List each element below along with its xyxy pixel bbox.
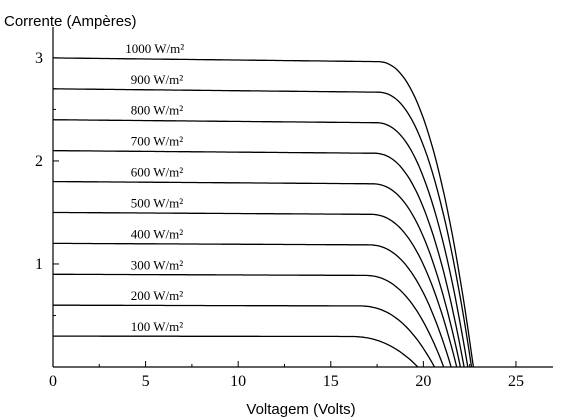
series-label: 600 W/m² <box>131 165 184 180</box>
x-tick-label: 20 <box>415 373 431 390</box>
series-line <box>52 180 462 368</box>
series-line <box>53 88 473 368</box>
series-label: 1000 W/m² <box>125 41 184 56</box>
series-line <box>53 57 475 368</box>
series-line <box>52 149 465 368</box>
x-tick-label: 0 <box>49 373 57 390</box>
series-label: 400 W/m² <box>131 226 184 241</box>
series-label: 200 W/m² <box>131 288 184 303</box>
series-line <box>53 273 445 368</box>
series-label: 700 W/m² <box>131 134 184 149</box>
series-line <box>53 304 436 368</box>
x-tick-label: 25 <box>508 373 524 390</box>
series-line <box>53 335 419 368</box>
x-tick-label: 5 <box>142 373 150 390</box>
series-label: 500 W/m² <box>131 195 184 210</box>
y-tick-label: 1 <box>35 256 43 273</box>
series-labels: 1000 W/m² 900 W/m² 800 W/m² 700 W/m² 600 W/m… <box>125 41 184 334</box>
y-tick-label: 3 <box>35 50 43 67</box>
series-line <box>53 211 458 368</box>
series-curves <box>52 57 475 368</box>
series-line <box>52 119 469 368</box>
series-label: 900 W/m² <box>131 72 184 87</box>
x-tick-label: 10 <box>230 373 246 390</box>
series-label: 300 W/m² <box>131 257 184 272</box>
series-label: 100 W/m² <box>131 319 184 334</box>
y-tick-label: 2 <box>35 153 43 170</box>
axis-ticks: 0 5 10 15 20 25 1 2 3 <box>35 50 524 390</box>
x-tick-label: 15 <box>323 373 339 390</box>
series-line <box>53 242 452 368</box>
x-axis-title: Voltagem (Volts) <box>246 401 355 418</box>
series-label: 800 W/m² <box>131 103 184 118</box>
y-axis-title: Corrente (Ampères) <box>4 13 137 30</box>
